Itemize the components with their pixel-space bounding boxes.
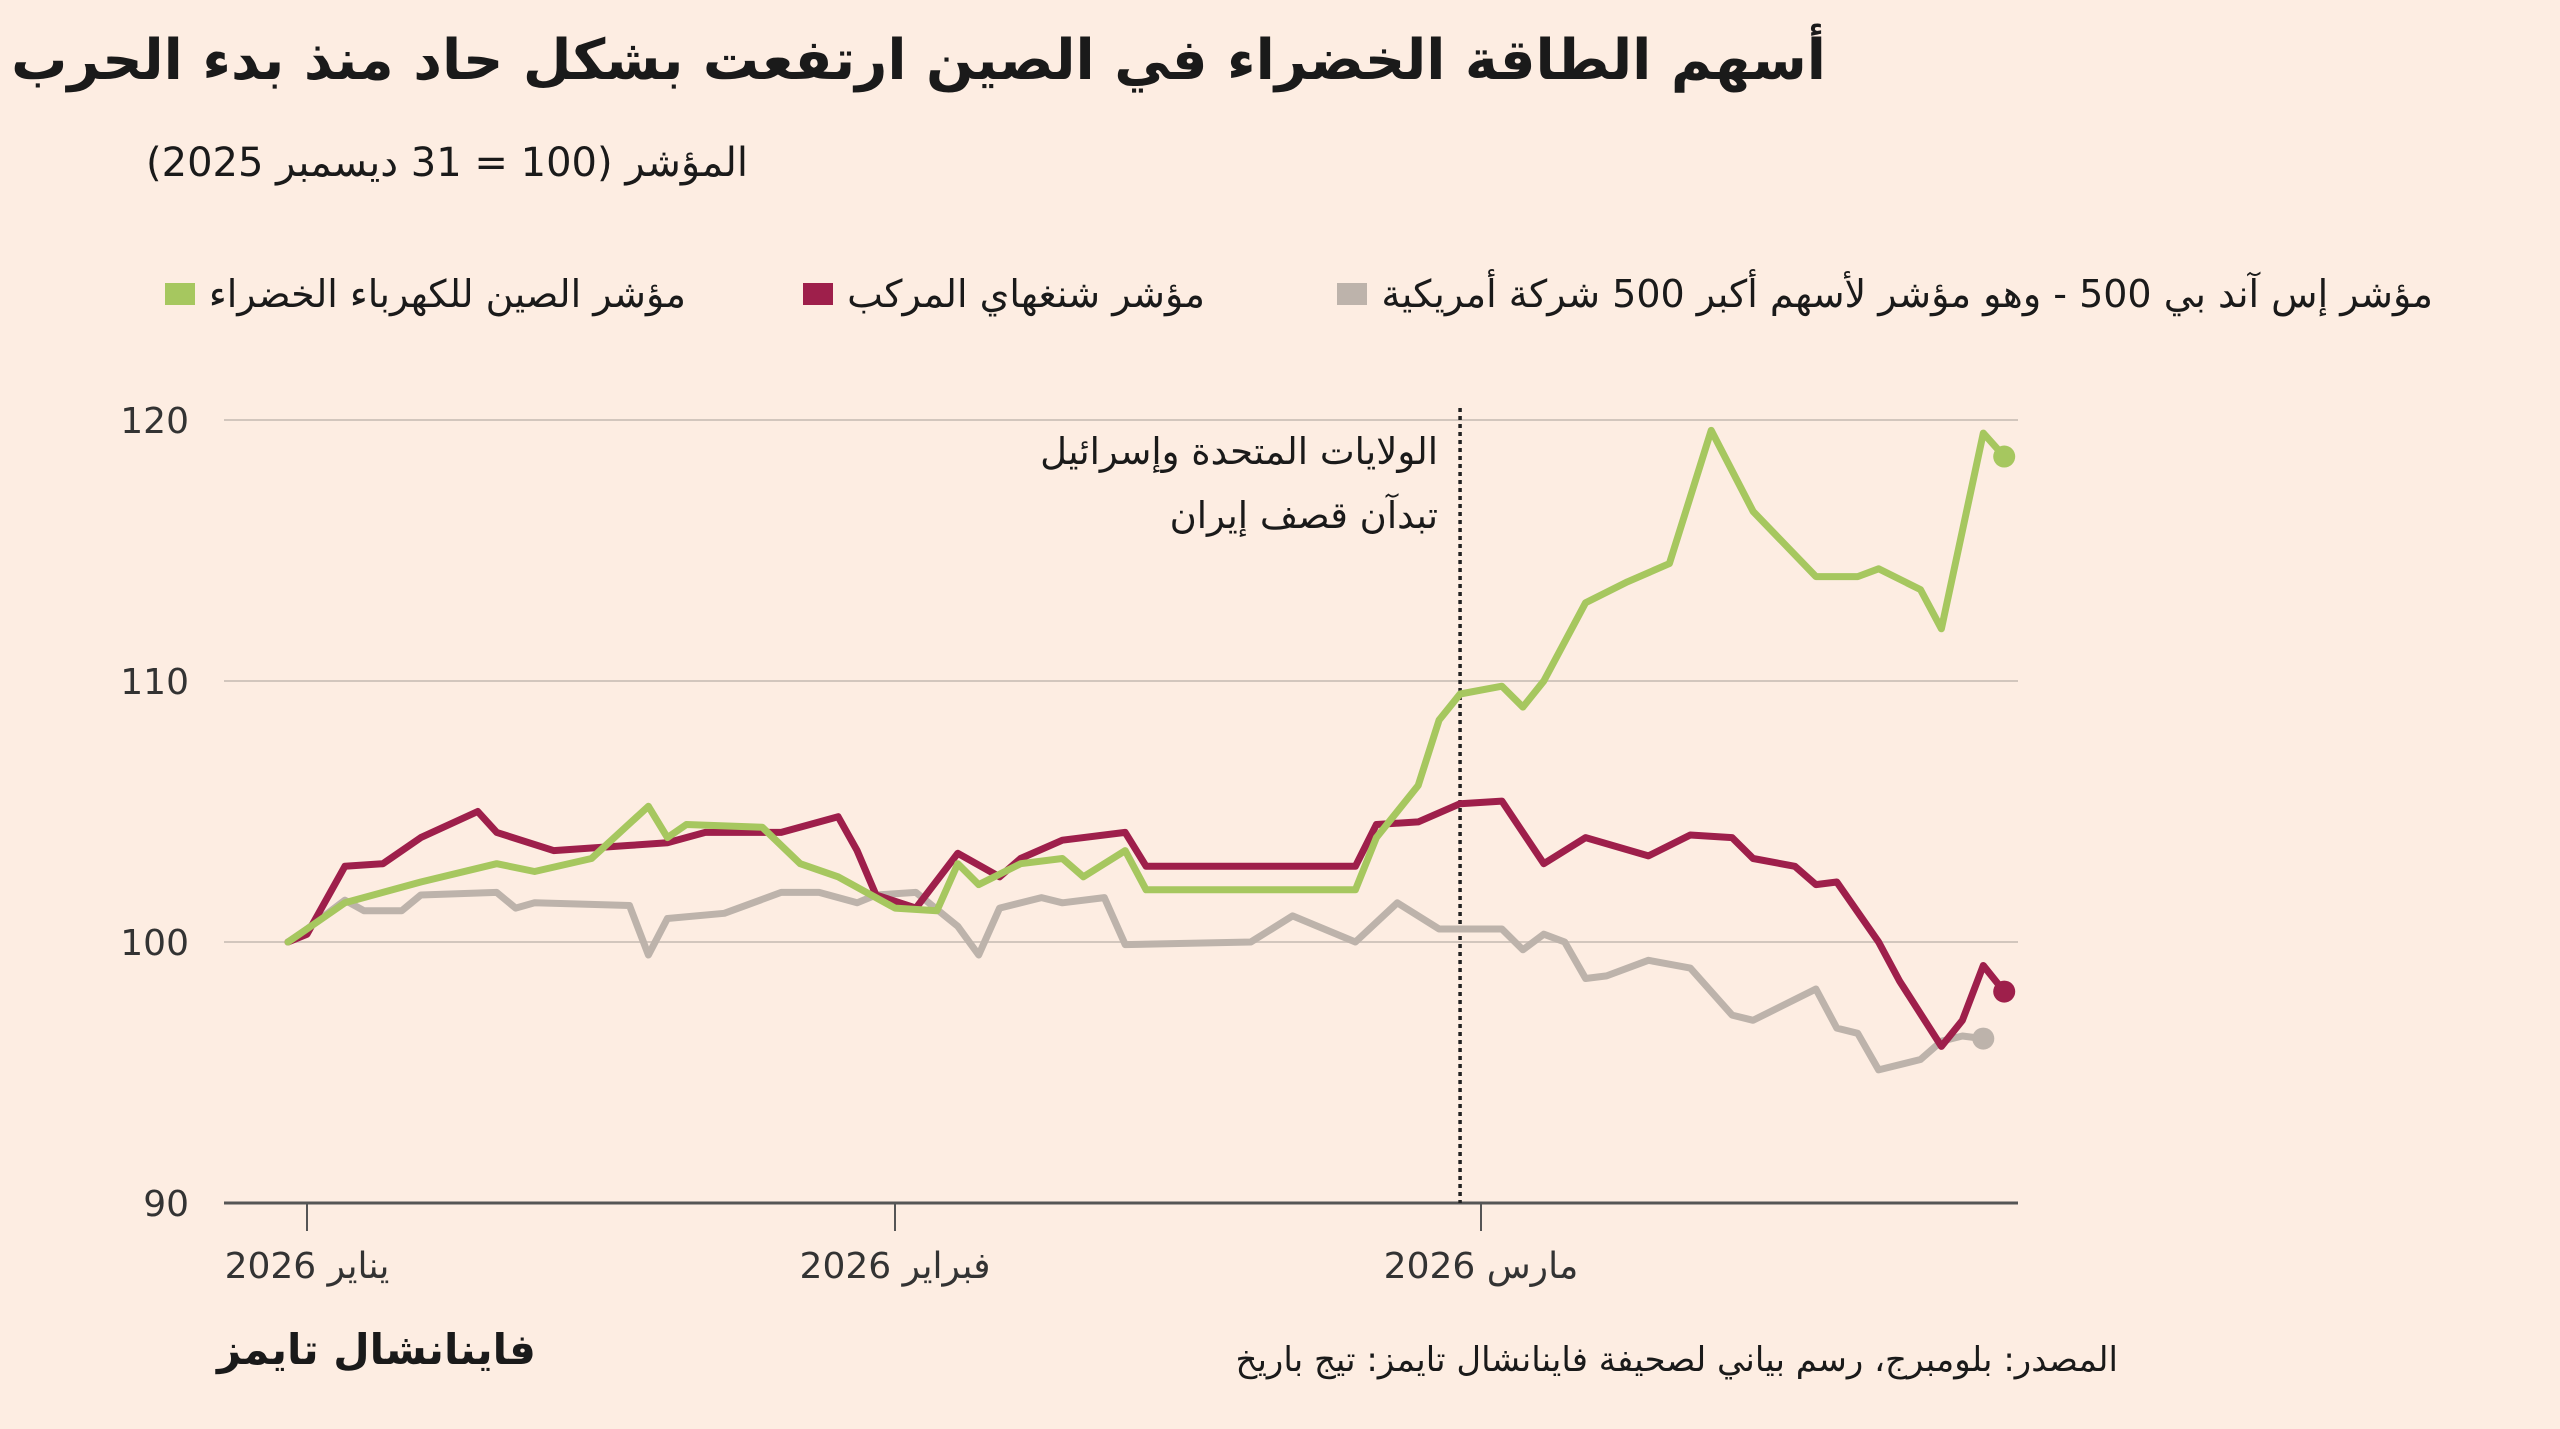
legend-swatch: [1337, 283, 1368, 305]
annotation-line2: تبدآن قصف إيران: [1169, 494, 1438, 537]
legend-item-china-green: مؤشر الصين للكهرباء الخضراء: [164, 272, 686, 316]
series-line-0: [284, 888, 1987, 1074]
y-tick-label: 120: [120, 401, 189, 442]
x-tick-label: فبراير 2026: [800, 1246, 991, 1287]
chart-title: أسهم الطاقة الخضراء في الصين ارتفعت بشكل…: [11, 28, 1826, 93]
ft-logo: فاينانشال تايمز: [217, 1325, 536, 1374]
y-tick-label: 90: [143, 1184, 189, 1225]
y-tick-label: 110: [120, 662, 189, 703]
annotation-line1: الولايات المتحدة وإسرائيل: [1040, 430, 1438, 473]
series-end-marker-2: [1993, 445, 2016, 468]
series-line-1: [284, 797, 2008, 1050]
legend-swatch: [164, 283, 195, 305]
source-note: المصدر: بلومبرج، رسم بياني لصحيفة فاينان…: [1235, 1340, 2119, 1380]
y-tick-label: 100: [120, 923, 189, 964]
legend-label: مؤشر الصين للكهرباء الخضراء: [208, 272, 686, 316]
series-end-marker-1: [1993, 980, 2016, 1003]
legend-item-sp500: مؤشر إس آند بي 500 - وهو مؤشر لأسهم أكبر…: [1337, 272, 2433, 316]
series-line-2: [284, 426, 2008, 946]
series-end-marker-0: [1972, 1027, 1995, 1050]
legend-swatch: [803, 283, 834, 305]
x-tick-label: يناير 2026: [225, 1246, 390, 1287]
event-annotation: الولايات المتحدة وإسرائيل تبدآن قصف إيرا…: [1040, 420, 1438, 548]
legend-item-shanghai: مؤشر شنغهاي المركب: [803, 272, 1205, 316]
legend-label: مؤشر إس آند بي 500 - وهو مؤشر لأسهم أكبر…: [1381, 272, 2433, 316]
legend-label: مؤشر شنغهاي المركب: [847, 272, 1205, 316]
chart-subtitle: المؤشر (100 = 31 ديسمبر 2025): [146, 140, 748, 186]
x-tick-label: مارس 2026: [1384, 1246, 1579, 1287]
